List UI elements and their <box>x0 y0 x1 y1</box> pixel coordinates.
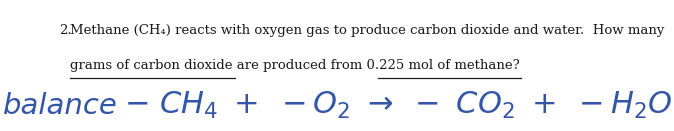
Text: 2.: 2. <box>59 24 71 37</box>
Text: grams of carbon dioxide are produced from 0.225 mol of methane?: grams of carbon dioxide are produced fro… <box>70 59 520 72</box>
Text: balance: balance <box>3 92 118 120</box>
Text: Methane (CH₄) reacts with oxygen gas to produce carbon dioxide and water.  How m: Methane (CH₄) reacts with oxygen gas to … <box>70 24 665 37</box>
Text: $\mathit{-\ CH_4\ +\ -O_2\ \rightarrow\ -\ CO_2\ +\ -H_2O}$: $\mathit{-\ CH_4\ +\ -O_2\ \rightarrow\ … <box>124 90 672 121</box>
